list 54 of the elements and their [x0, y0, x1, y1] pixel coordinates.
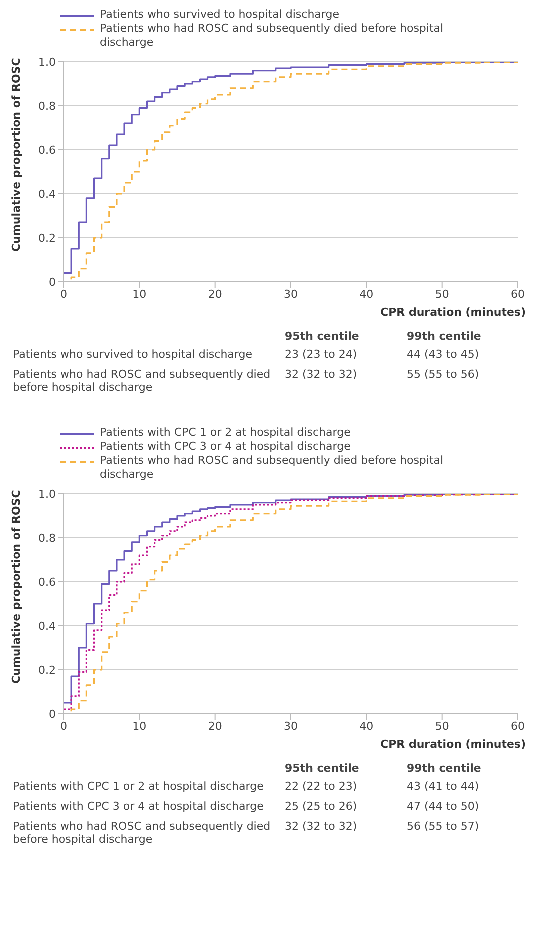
- x-axis-title: CPR duration (minutes): [380, 306, 526, 319]
- text: 95th centile: [284, 329, 360, 345]
- y-tick-label: 1.0: [38, 488, 56, 501]
- y-tick-label: 1.0: [38, 56, 56, 69]
- y-axis-title: Cumulative proportion of ROSC: [10, 58, 23, 252]
- x-tick-label: 20: [208, 720, 222, 733]
- x-tick-label: 30: [284, 288, 298, 301]
- y-tick-label: 0.6: [38, 576, 56, 589]
- x-tick-label: 40: [360, 720, 374, 733]
- y-tick-label: 0.8: [38, 100, 56, 113]
- text: Patients with CPC 3 or 4 at hospital discharge: [12, 799, 265, 815]
- x-tick-label: 10: [132, 720, 147, 733]
- legend-label: Patients who survived to hospital discharge: [100, 8, 340, 22]
- text: 44 (43 to 45): [406, 347, 480, 363]
- text: Patients who had ROSC and subsequently died before hospital discharge: [12, 819, 272, 848]
- text: 99th centile: [406, 761, 482, 777]
- x-tick-label: 0: [60, 288, 68, 301]
- legend-label: Patients who had ROSC and subsequently died before hospital discharge: [100, 22, 445, 50]
- x-tick-label: 30: [284, 720, 298, 733]
- text: 56 (55 to 57): [406, 819, 480, 835]
- y-tick-label: 0.4: [38, 188, 56, 201]
- text: Patients with CPC 1 or 2 at hospital discharge: [12, 779, 265, 795]
- x-tick-label: 40: [360, 288, 374, 301]
- y-tick-label: 0: [49, 276, 56, 289]
- x-tick-label: 20: [208, 288, 222, 301]
- text: Patients who survived to hospital discharge: [12, 347, 254, 363]
- x-tick-label: 60: [511, 288, 525, 301]
- y-tick-label: 0.8: [38, 532, 56, 545]
- x-tick-label: 50: [435, 720, 450, 733]
- legend-label: Patients with CPC 1 or 2 at hospital discharge: [100, 426, 351, 440]
- text: 55 (55 to 56): [406, 367, 480, 383]
- y-axis-title: Cumulative proportion of ROSC: [10, 490, 23, 684]
- text: 47 (44 to 50): [406, 799, 480, 815]
- text: 32 (32 to 32): [284, 367, 358, 383]
- legend-label: Patients with CPC 3 or 4 at hospital discharge: [100, 440, 351, 454]
- text: 22 (22 to 23): [284, 779, 358, 795]
- text: Patients who had ROSC and subsequently died before hospital discharge: [12, 367, 272, 396]
- text: 95th centile: [284, 761, 360, 777]
- y-tick-label: 0.2: [38, 232, 56, 245]
- y-tick-label: 0.2: [38, 664, 56, 677]
- text: 32 (32 to 32): [284, 819, 358, 835]
- x-axis-title: CPR duration (minutes): [380, 738, 526, 751]
- x-tick-label: 50: [435, 288, 450, 301]
- x-tick-label: 10: [132, 288, 147, 301]
- y-tick-label: 0.6: [38, 144, 56, 157]
- y-tick-label: 0.4: [38, 620, 56, 633]
- x-tick-label: 0: [60, 720, 68, 733]
- text: 43 (41 to 44): [406, 779, 480, 795]
- text: 23 (23 to 24): [284, 347, 358, 363]
- legend-label: Patients who had ROSC and subsequently died before hospital discharge: [100, 454, 445, 482]
- x-tick-label: 60: [511, 720, 525, 733]
- text: 99th centile: [406, 329, 482, 345]
- text: 25 (25 to 26): [284, 799, 358, 815]
- y-tick-label: 0: [49, 708, 56, 721]
